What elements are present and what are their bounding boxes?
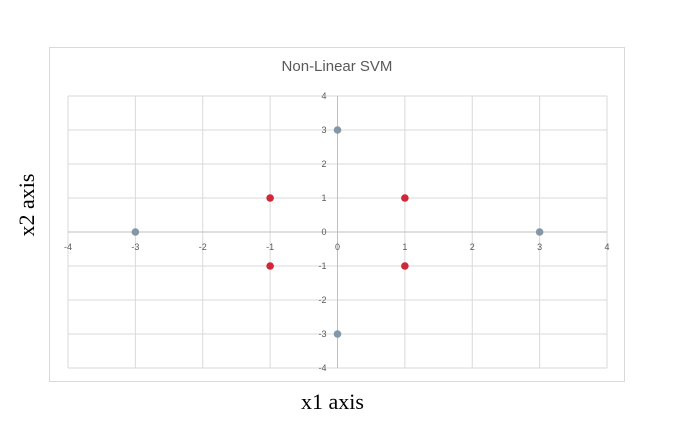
y-tick-label: 1 [321,193,326,203]
x-tick-label: -3 [131,242,139,252]
chart-title: Non-Linear SVM [281,58,393,75]
y-tick-label: 3 [321,125,326,135]
data-points [131,126,544,338]
data-point [266,262,274,270]
data-point [131,228,140,236]
axes [68,96,607,368]
x-tick-label: 0 [335,242,340,252]
data-point [535,228,544,236]
y-tick-label: -3 [318,329,326,339]
data-point [333,330,342,338]
y-tick-label: 0 [321,227,326,237]
tick-labels: -4 -3 -2 -1 0 1 2 3 4 -4 -3 -2 -1 0 1 2 3 4 [64,91,610,373]
x-tick-label: -2 [199,242,207,252]
y-tick-label: 2 [321,159,326,169]
x-tick-label: -1 [266,242,274,252]
y-tick-label: -4 [318,363,326,373]
x-axis-label: x1 axis [301,389,364,414]
data-point [266,194,274,202]
x-tick-label: -4 [64,242,72,252]
data-point [333,126,342,134]
y-tick-label: 4 [321,91,326,101]
data-point [401,194,409,202]
data-point [401,262,409,270]
y-tick-label: -1 [318,261,326,271]
x-tick-label: 1 [402,242,407,252]
x-tick-label: 2 [470,242,475,252]
x-tick-label: 4 [604,242,609,252]
x-tick-label: 3 [537,242,542,252]
y-tick-label: -2 [318,295,326,305]
